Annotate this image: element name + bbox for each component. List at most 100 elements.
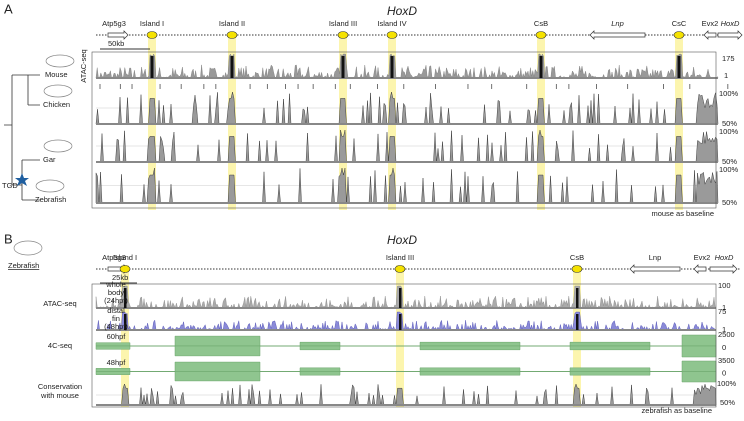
label: 50%: [720, 398, 735, 407]
gene-arrow: [693, 264, 707, 274]
label: (48hpf): [104, 322, 128, 331]
label: distal: [107, 306, 125, 315]
c4-track: [95, 345, 717, 358]
c4-track: [95, 371, 717, 383]
label: 50%: [722, 198, 737, 207]
label: ATAC-seq: [79, 49, 88, 82]
label: Chicken: [43, 100, 70, 109]
label: zebrafish as baseline: [642, 406, 712, 415]
island-marker: [673, 31, 685, 39]
duplication-star: [15, 173, 29, 186]
label: Island IV: [377, 19, 406, 28]
label: Evx2: [694, 253, 711, 262]
label: Lnp: [611, 19, 624, 28]
label: 2500: [718, 330, 735, 339]
label: 75: [718, 307, 726, 316]
label: 48hpf: [107, 358, 127, 367]
peak: [230, 56, 234, 78]
species-icon: [45, 54, 75, 68]
label: 175: [722, 54, 735, 63]
background: [91, 35, 729, 408]
gene-arrow: [629, 264, 681, 274]
signal-track: [96, 383, 717, 406]
label: 25kb: [112, 273, 128, 282]
label: CsB: [534, 19, 548, 28]
label: with mouse: [40, 391, 79, 400]
peak: [576, 314, 579, 330]
peak: [539, 56, 543, 78]
signal-track: [95, 285, 717, 309]
label: mouse as baseline: [651, 209, 714, 218]
panel-label: A: [4, 1, 13, 16]
gene-arrow: [709, 264, 738, 274]
species-icon: [35, 179, 65, 193]
peak: [390, 56, 394, 78]
species-icon: [13, 240, 43, 256]
label: 50%: [722, 157, 737, 166]
label: (24hpf): [104, 296, 128, 305]
label: 50%: [722, 119, 737, 128]
label: HoxD: [715, 253, 734, 262]
label: 1: [724, 71, 728, 80]
label: 100: [718, 281, 731, 290]
highlight-band: [396, 265, 404, 407]
label: Atp5g3: [102, 19, 126, 28]
gene-arrow: [589, 30, 646, 40]
species-icon: [43, 84, 73, 98]
label: Island III: [329, 19, 357, 28]
label: 3500: [718, 356, 735, 365]
label: Island II: [219, 19, 245, 28]
label: 100%: [719, 127, 739, 136]
panel-title: HoxD: [387, 233, 417, 247]
island-marker: [119, 265, 131, 273]
label: TGD: [2, 181, 18, 190]
peak: [124, 288, 127, 308]
label: Atp5g3: [102, 253, 126, 262]
label: 60hpf: [107, 332, 127, 341]
label: Zebrafish: [35, 195, 66, 204]
highlight-band: [573, 265, 581, 407]
peak: [399, 288, 402, 308]
label: Island I: [140, 19, 164, 28]
label: ATAC-seq: [43, 299, 76, 308]
peak: [124, 314, 127, 330]
gene-arrow: [717, 30, 743, 40]
label: Gar: [43, 155, 56, 164]
label: Zebrafish: [8, 261, 39, 270]
island-marker: [386, 31, 398, 39]
label: Lnp: [649, 253, 662, 262]
label: whole: [105, 280, 126, 289]
label: CsB: [570, 253, 584, 262]
signal-track: [95, 311, 716, 331]
label: Island I: [113, 253, 137, 262]
label: Evx2: [702, 19, 719, 28]
gene-arrow: [107, 30, 129, 40]
label: 4C-seq: [48, 341, 72, 350]
island-marker: [146, 31, 158, 39]
panel-frame: [91, 283, 717, 408]
gene-arrow: [703, 30, 717, 40]
highlight-band: [121, 265, 129, 407]
label: 100%: [717, 379, 737, 388]
signal-track: [95, 53, 719, 79]
label: fin: [112, 314, 120, 323]
label: Conservation: [38, 382, 82, 391]
label: 1: [722, 325, 726, 334]
peak: [576, 288, 579, 308]
label: 100%: [719, 89, 739, 98]
island-marker: [535, 31, 547, 39]
island-marker: [337, 31, 349, 39]
island-marker: [394, 265, 406, 273]
label: 100%: [719, 165, 739, 174]
panel-label: B: [4, 231, 13, 246]
label: 50kb: [108, 39, 124, 48]
label: body: [108, 288, 125, 297]
label: CsC: [672, 19, 687, 28]
label: Mouse: [45, 70, 68, 79]
peak: [341, 56, 345, 78]
label: Island III: [386, 253, 414, 262]
peak: [150, 56, 154, 78]
label: 0: [722, 368, 726, 377]
label: 0: [722, 343, 726, 352]
